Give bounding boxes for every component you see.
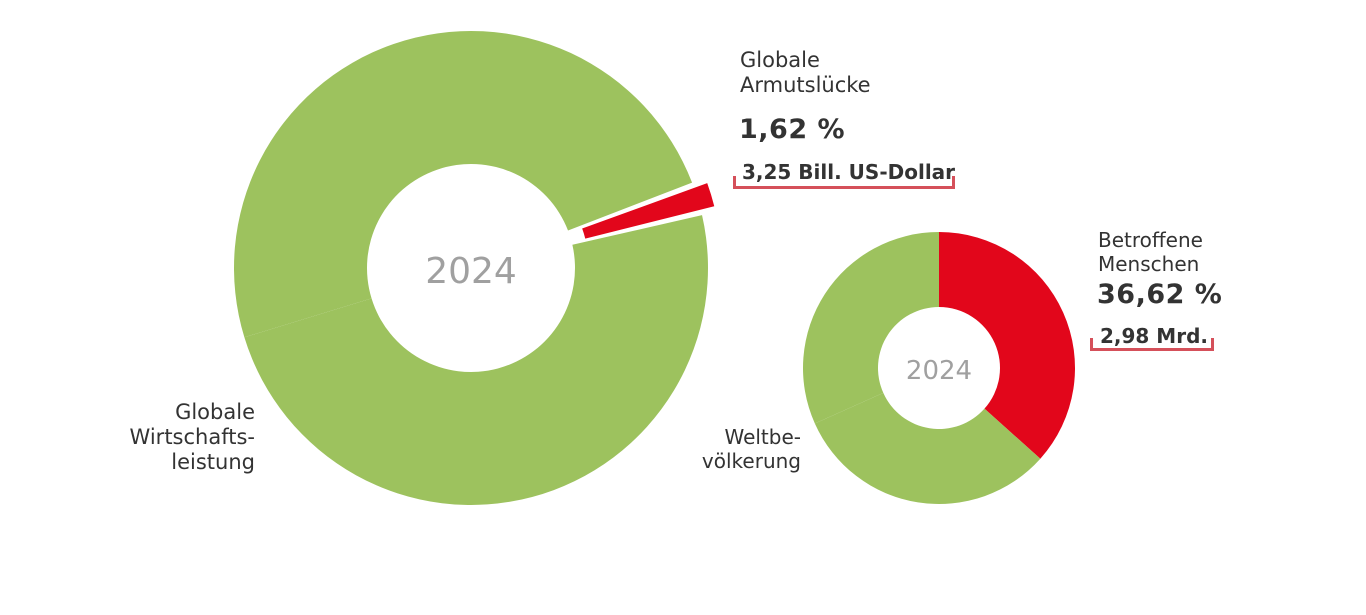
- donut2-center-year: 2024: [906, 356, 972, 386]
- weltbevoelkerung-line2: völkerung: [701, 449, 801, 473]
- slice-betroffene: [939, 232, 1075, 459]
- slice-armutsluecke: [582, 183, 715, 239]
- armutsluecke-title: Globale Armutslücke: [740, 48, 871, 98]
- armutsluecke-percent: 1,62 %: [739, 114, 846, 145]
- donut1-center-year: 2024: [425, 251, 517, 292]
- wirtschaftsleistung-label: Globale Wirtschafts- leistung: [130, 400, 255, 476]
- armutsluecke-title-line2: Armutslücke: [740, 73, 871, 98]
- slice-weltbevoelkerung-a: [814, 392, 1041, 504]
- slice-wirtschaftsleistung-b: [234, 31, 693, 338]
- armutsluecke-title-line1: Globale: [740, 48, 820, 72]
- weltbevoelkerung-line1: Weltbe-: [724, 425, 801, 449]
- wirtschaftsleistung-line3: leistung: [171, 450, 255, 475]
- betroffene-title: Betroffene Menschen: [1098, 228, 1203, 276]
- armutsluecke-amount: 3,25 Bill. US-Dollar: [742, 160, 956, 184]
- wirtschaftsleistung-line2: Wirtschafts-: [129, 425, 255, 450]
- donut-chart-economy: [234, 31, 715, 505]
- weltbevoelkerung-label: Weltbe- völkerung: [702, 425, 801, 473]
- betroffene-percent: 36,62 %: [1097, 279, 1223, 310]
- slice-wirtschaftsleistung-a: [244, 215, 708, 505]
- slice-weltbevoelkerung-b: [803, 232, 939, 424]
- donut-chart-population: [803, 232, 1075, 504]
- betroffene-title-line1: Betroffene: [1098, 228, 1203, 252]
- armutsluecke-bracket: [733, 176, 955, 189]
- betroffene-amount: 2,98 Mrd.: [1100, 324, 1208, 348]
- wirtschaftsleistung-line1: Globale: [175, 400, 255, 424]
- betroffene-bracket: [1090, 338, 1214, 351]
- betroffene-title-line2: Menschen: [1098, 252, 1200, 276]
